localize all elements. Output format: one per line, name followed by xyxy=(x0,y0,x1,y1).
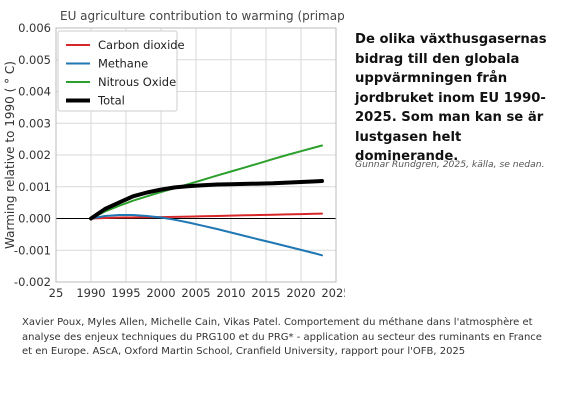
chart-title: EU agriculture contribution to warming (… xyxy=(60,9,345,23)
series-line-nitrous-oxide xyxy=(90,144,323,220)
x-tick-label: 25 xyxy=(49,286,64,300)
y-tick-label: 0.004 xyxy=(18,85,51,99)
x-tick-label: 2025 xyxy=(321,286,345,300)
headline-text: De olika växthusgasernas bidrag till den… xyxy=(355,32,547,164)
series-line-methane xyxy=(90,214,323,257)
y-tick-label: 0.001 xyxy=(18,180,51,194)
y-tick-label: 0.005 xyxy=(18,53,51,67)
legend: Carbon dioxide Methane Nitrous Oxide Total xyxy=(57,30,185,112)
x-tick-label: 2000 xyxy=(146,286,175,300)
x-tick-label: 2005 xyxy=(181,286,210,300)
x-tick-labels: 25 1990 1995 2000 2005 2010 2015 2020 2025 xyxy=(49,286,345,300)
y-tick-label: 0.003 xyxy=(18,116,51,130)
y-tick-labels: -0.002 -0.001 0.000 0.001 0.002 0.003 0.004 0.0… xyxy=(14,21,51,289)
x-tick-label: 1990 xyxy=(76,286,105,300)
x-tick-label: 2015 xyxy=(251,286,280,300)
series-line-total xyxy=(89,179,324,221)
y-tick-label: -0.002 xyxy=(14,275,51,289)
legend-label: Carbon dioxide xyxy=(98,38,185,52)
warming-chart: EU agriculture contribution to warming (… xyxy=(3,9,345,300)
y-tick-label: -0.001 xyxy=(14,243,51,257)
legend-label: Total xyxy=(97,94,125,108)
y-tick-label: 0.006 xyxy=(18,21,51,35)
legend-label: Methane xyxy=(98,57,148,71)
credit-text: Gunnar Rundgren, 2025, källa, se nedan. xyxy=(355,159,545,170)
x-tick-label: 2010 xyxy=(216,286,245,300)
legend-label: Nitrous Oxide xyxy=(98,75,176,89)
series-group xyxy=(89,144,324,257)
plot-frame xyxy=(55,27,337,283)
series-line-carbon-dioxide xyxy=(90,212,323,220)
y-axis-label: Warming relative to 1990 ( ° C) xyxy=(3,61,17,249)
reference-text: Xavier Poux, Myles Allen, Michelle Cain,… xyxy=(22,317,542,357)
y-tick-label: 0.002 xyxy=(18,148,51,162)
x-tick-label: 2020 xyxy=(286,286,315,300)
x-tick-label: 1995 xyxy=(111,286,140,300)
legend-box xyxy=(57,30,178,112)
y-tick-label: 0.000 xyxy=(18,212,51,226)
